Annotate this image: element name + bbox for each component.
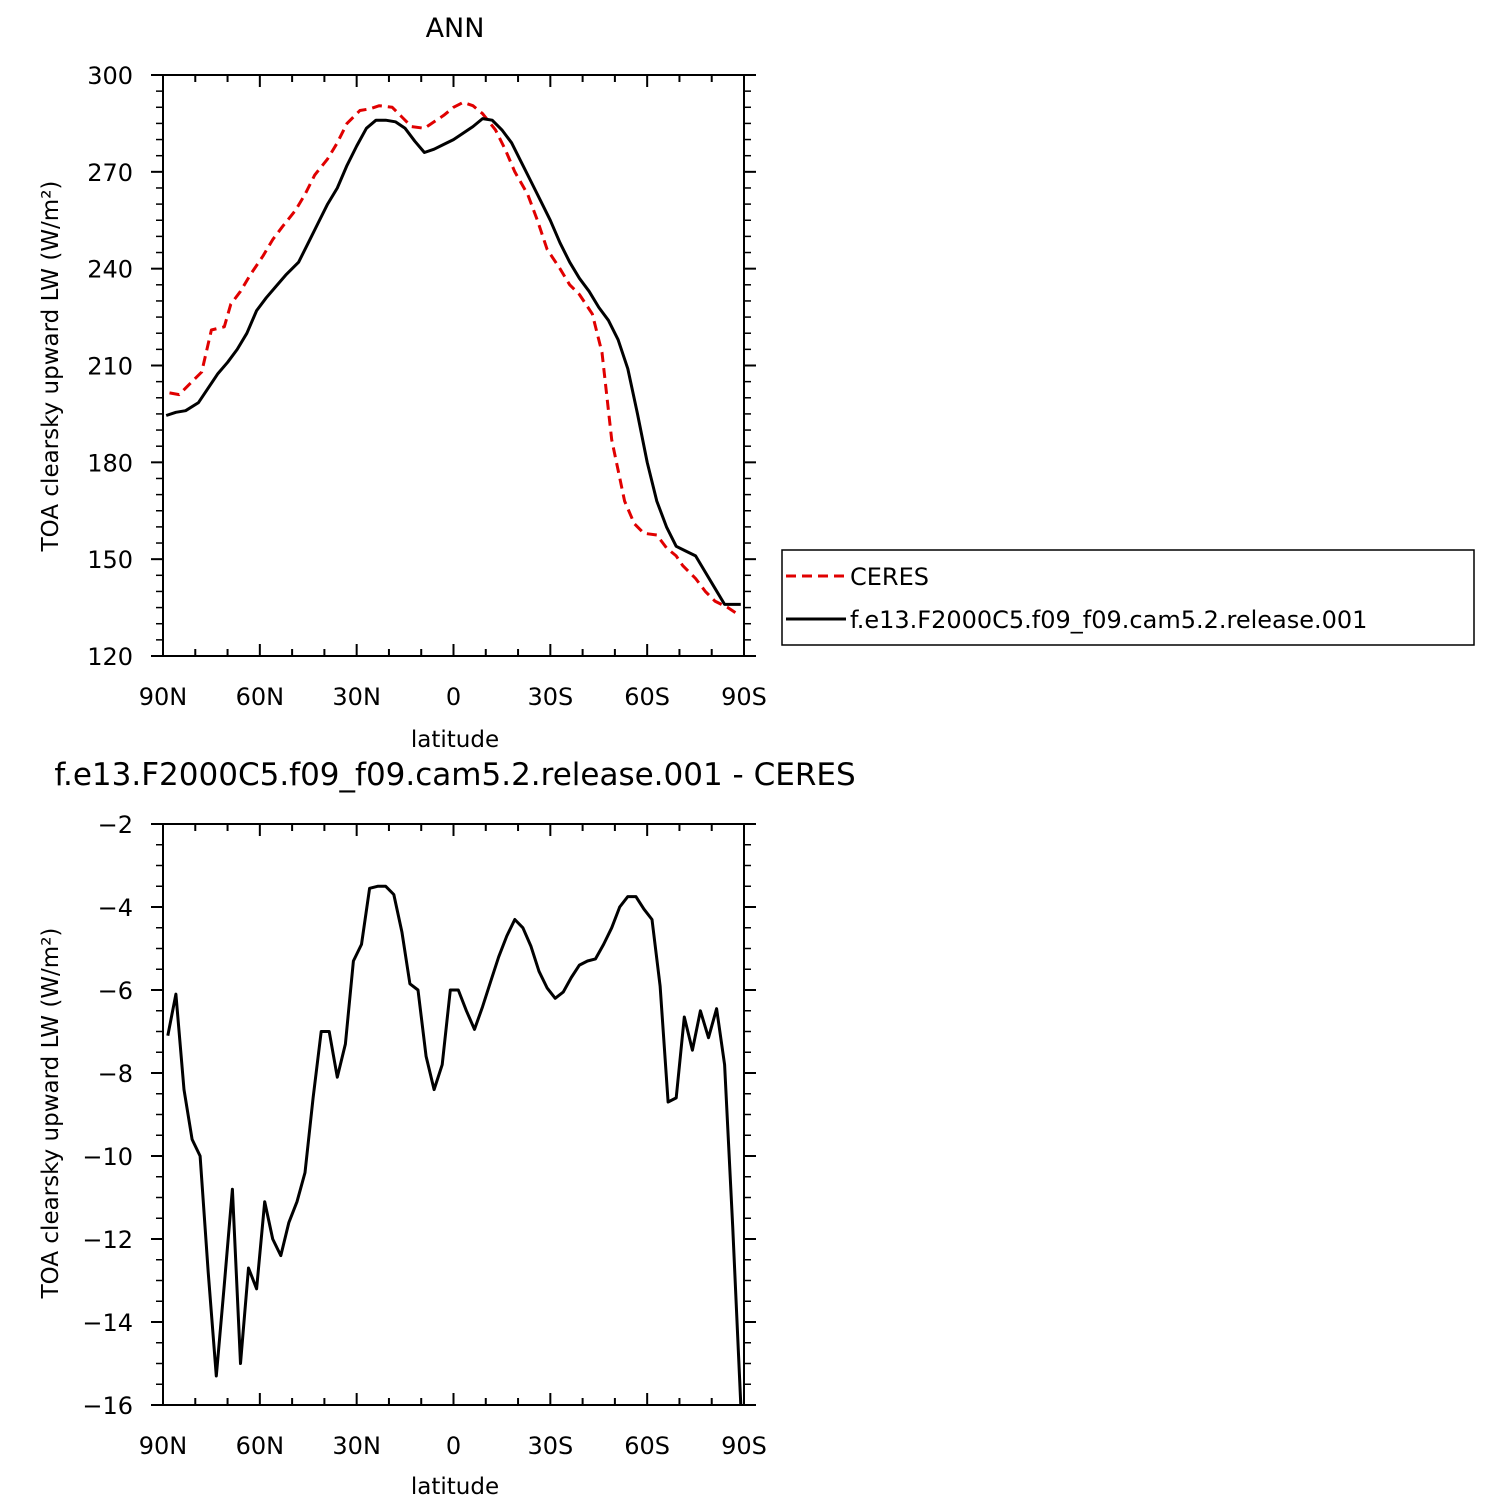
x-tick-label: 90S [721, 683, 767, 711]
x-tick-label: 60S [624, 1432, 670, 1460]
plot-frame [162, 74, 745, 657]
x-axis-label: latitude [411, 727, 499, 753]
legend-label-model: f.e13.F2000C5.f09_f09.cam5.2.release.001 [850, 606, 1367, 634]
bottom-axes: 90N 60N 30N 0 30S 60S 90S −16 −14 −12 −10 −8 −6 −4 −2 [82, 811, 767, 1460]
series-line-difference [166, 884, 743, 1406]
x-tick-label: 30N [332, 683, 381, 711]
y-axis-label: TOA clearsky upward LW (W/m²) [38, 928, 64, 1300]
bottom-panel: f.e13.F2000C5.f09_f09.cam5.2.release.001… [38, 757, 856, 1500]
legend: CERES f.e13.F2000C5.f09_f09.cam5.2.relea… [781, 549, 1475, 646]
y-tick-label: −2 [98, 811, 133, 839]
y-tick-label: 300 [87, 62, 133, 90]
y-tick-label: 240 [87, 256, 133, 284]
y-tick-label: −12 [82, 1226, 133, 1254]
y-tick-label: 180 [87, 449, 133, 477]
top-series-group [165, 100, 741, 616]
y-tick-label: −10 [82, 1143, 133, 1171]
x-tick-label: 30S [527, 683, 573, 711]
series-line-ceres [169, 100, 739, 616]
y-tick-label: 120 [87, 643, 133, 671]
x-tick-label: 60N [236, 1432, 285, 1460]
top-axes: 90N 60N 30N 0 30S 60S 90S 120 150 180 210 240 270 300 [87, 62, 767, 711]
x-tick-label: 0 [446, 1432, 461, 1460]
chart-title: ANN [426, 13, 485, 44]
legend-box [781, 549, 1475, 646]
x-tick-label: 60N [236, 683, 285, 711]
x-tick-label: 30N [332, 1432, 381, 1460]
plot-frame [162, 823, 745, 1406]
top-panel: ANN 90N 60N 30N 0 30S 60S 90S 120 150 180 210 240 27… [38, 13, 767, 753]
y-tick-label: 270 [87, 159, 133, 187]
y-tick-label: −14 [82, 1309, 133, 1337]
x-tick-label: 0 [446, 683, 461, 711]
y-tick-label: −16 [82, 1392, 133, 1420]
y-tick-label: 150 [87, 546, 133, 574]
y-tick-label: −8 [98, 1060, 133, 1088]
legend-label-ceres: CERES [850, 563, 929, 591]
x-tick-label: 90S [721, 1432, 767, 1460]
y-tick-label: −6 [98, 977, 133, 1005]
x-tick-label: 90N [139, 683, 188, 711]
x-axis-label: latitude [411, 1474, 499, 1500]
x-tick-label: 90N [139, 1432, 188, 1460]
bottom-series-group [166, 884, 743, 1406]
x-tick-label: 60S [624, 683, 670, 711]
y-tick-label: −4 [98, 894, 133, 922]
y-tick-label: 210 [87, 353, 133, 381]
y-axis-label: TOA clearsky upward LW (W/m²) [38, 181, 64, 553]
chart-title: f.e13.F2000C5.f09_f09.cam5.2.release.001… [54, 757, 855, 793]
x-tick-label: 30S [527, 1432, 573, 1460]
series-line-f-e13-f2000c5-f09-f09-cam5-2-release-001 [165, 117, 741, 606]
